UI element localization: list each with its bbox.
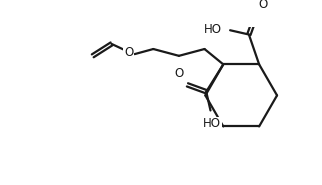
- Text: HO: HO: [203, 117, 221, 130]
- Text: O: O: [175, 67, 184, 80]
- Text: HO: HO: [204, 23, 222, 36]
- Text: O: O: [258, 0, 268, 11]
- Text: O: O: [124, 46, 133, 59]
